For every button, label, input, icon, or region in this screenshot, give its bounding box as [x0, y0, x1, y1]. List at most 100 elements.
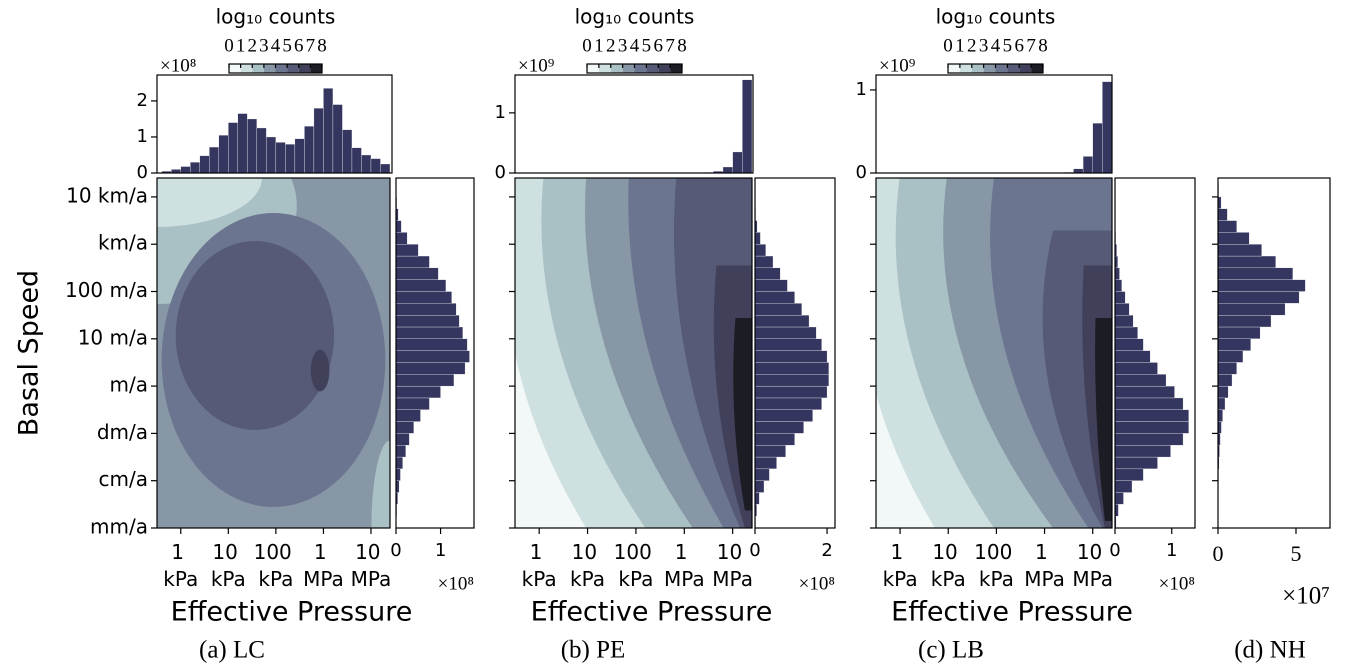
right-hist-bar — [396, 255, 430, 269]
x-tick-label: 2 — [821, 540, 832, 561]
right-hist-bar — [755, 232, 761, 245]
x-axis-label: Effective Pressure — [531, 597, 773, 628]
colorbar-tick-label: 5 — [642, 35, 652, 56]
right-hist-bar — [1218, 338, 1251, 351]
x-tick-label: 1 — [1166, 540, 1177, 561]
right-hist-bar — [755, 338, 822, 351]
colorbar-segment — [610, 64, 623, 73]
right-hist-bar — [1218, 326, 1261, 339]
right-hist-bar — [1218, 374, 1233, 387]
contour-region — [1095, 318, 1112, 521]
colorbar-tick-label: 2 — [606, 35, 616, 56]
contour-plot — [515, 178, 752, 528]
colorbar-segment — [229, 64, 241, 73]
caption: (a) LC — [199, 637, 265, 664]
main-frame — [514, 177, 753, 529]
colorbar-segment — [634, 64, 647, 73]
y-tick-label: m/a — [110, 373, 148, 397]
colorbar-tick-label: 6 — [294, 35, 304, 56]
right-hist-bar — [396, 374, 455, 387]
right-hist-bar — [396, 468, 401, 481]
right-hist-bar — [1115, 409, 1189, 422]
right-hist-bar — [755, 362, 830, 375]
right-hist-bar — [755, 385, 828, 399]
x-axis-label: Effective Pressure — [171, 597, 413, 628]
colorbar-tick-label: 8 — [677, 35, 687, 56]
colorbar-segment — [252, 64, 264, 73]
right-hist-bar — [1218, 220, 1237, 233]
x-tick-label: 1 kPa — [163, 540, 198, 591]
right-hist-bar — [1115, 338, 1144, 351]
y-tick-label: km/a — [98, 231, 148, 255]
x-tick-label: 100 kPa — [614, 540, 659, 591]
colorbar-tick-label: 1 — [955, 35, 965, 56]
top-hist-bar — [180, 166, 191, 174]
colorbar-segment — [298, 64, 311, 73]
colorbar-segment — [1007, 64, 1020, 73]
main-frame — [156, 177, 391, 529]
y-axis-label: Basal Speed — [14, 270, 45, 436]
right-hist-bar — [755, 255, 774, 269]
right-hist-bar — [1218, 255, 1276, 269]
y-tick-label: 0 — [856, 162, 867, 183]
right-hist-bar — [396, 362, 466, 375]
right-hist-bar — [1218, 303, 1286, 316]
contour-plot — [876, 178, 1112, 528]
offset-label: ×10⁸ — [799, 573, 835, 594]
right-hist-bar — [396, 397, 430, 410]
top-hist-bar — [361, 154, 372, 174]
x-tick-label: 10 MPa — [351, 540, 392, 591]
right-hist-bar — [755, 267, 781, 280]
y-tick-label: 10 m/a — [78, 325, 148, 349]
right-hist-bar — [1218, 397, 1226, 410]
right-hist-bar — [1115, 492, 1124, 505]
top-hist-bar — [218, 135, 229, 174]
colorbar-segment — [670, 64, 682, 73]
x-tick-label: 0 — [1213, 541, 1224, 566]
offset-label: ×10⁸ — [438, 573, 474, 594]
right-hist-bar — [396, 291, 452, 304]
top-hist-bar — [209, 146, 219, 174]
right-hist-bar — [1218, 244, 1262, 257]
top-hist-bar — [1082, 156, 1093, 174]
right-hist-bar — [755, 397, 822, 410]
right-hist-bar — [1115, 468, 1144, 481]
y-tick-label: 10 km/a — [66, 183, 148, 207]
right-hist-bar — [396, 315, 460, 328]
right-hist-bar — [396, 208, 399, 221]
right-hist-bar — [1115, 279, 1122, 292]
contour-plot — [157, 178, 390, 528]
colorbar-tick-label: 7 — [306, 35, 316, 56]
colorbar-tick-label: 8 — [317, 35, 327, 56]
colorbar-tick-label: 2 — [248, 35, 258, 56]
top-hist-bar — [1073, 168, 1084, 174]
colorbar-tick-label: 3 — [618, 35, 628, 56]
colorbar-tick-label: 0 — [224, 35, 234, 56]
y-tick-label: cm/a — [99, 467, 148, 491]
colorbar-tick-label: 7 — [1026, 35, 1036, 56]
top-hist-bar — [190, 162, 200, 174]
top-hist-frame — [514, 74, 754, 174]
contour-region — [733, 318, 752, 511]
caption: (c) LB — [918, 637, 984, 664]
right-hist-bar — [755, 480, 765, 493]
x-axis-label: Effective Pressure — [891, 597, 1133, 628]
right-hist-bar — [755, 220, 758, 233]
x-tick-label: 5 — [1290, 541, 1301, 566]
colorbar-segment — [263, 64, 276, 73]
colorbar-tick-label: 6 — [654, 35, 664, 56]
top-hist-bar — [351, 147, 362, 174]
right-hist-bar — [755, 291, 795, 304]
colorbar-segment — [646, 64, 659, 73]
right-hist-bar — [1218, 232, 1250, 245]
right-hist-bar — [755, 244, 766, 257]
top-hist-bar — [256, 127, 267, 174]
contour-region — [310, 349, 330, 392]
right-hist-bar — [755, 433, 795, 446]
offset-label: ×10⁸ — [1159, 573, 1195, 594]
main-frame — [875, 177, 1113, 529]
contour-region — [157, 178, 262, 227]
colorbar-tick-label: 2 — [967, 35, 977, 56]
right-hist-bar — [396, 244, 419, 257]
